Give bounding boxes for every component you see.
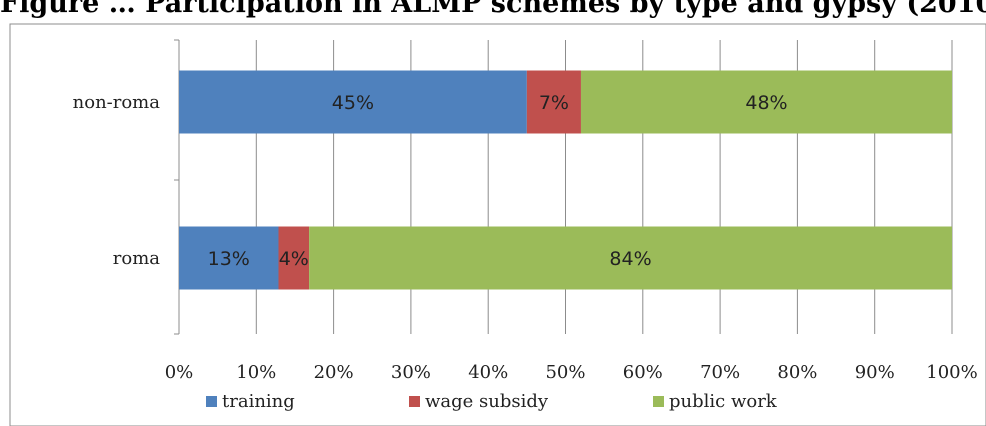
data-label: 45% xyxy=(332,92,374,114)
category-label: non-roma xyxy=(73,92,161,113)
category-label: roma xyxy=(113,248,161,269)
x-tick-label: 50% xyxy=(545,362,585,383)
legend-swatch xyxy=(653,396,664,407)
data-label: 84% xyxy=(609,248,651,270)
bar-segment xyxy=(580,70,952,134)
plot-frame xyxy=(9,23,986,426)
legend-label: wage subsidy xyxy=(425,391,549,412)
bar-segment xyxy=(309,226,953,290)
bar-segment xyxy=(179,226,279,290)
legend-label: training xyxy=(222,391,295,412)
x-tick-label: 0% xyxy=(165,362,194,383)
x-tick-label: 90% xyxy=(855,362,895,383)
x-tick-label: 60% xyxy=(623,362,663,383)
data-label: 13% xyxy=(208,248,250,270)
legend-label: public work xyxy=(669,391,778,412)
bars: 45% 7% 48% 13% 4% 84% xyxy=(179,70,953,290)
x-tick-label: 70% xyxy=(700,362,740,383)
legend-swatch xyxy=(409,396,420,407)
x-tick-label: 80% xyxy=(777,362,817,383)
data-label: 7% xyxy=(539,92,569,114)
chart-title: Figure … Participation in ALMP schemes b… xyxy=(0,0,986,19)
x-tick-label: 30% xyxy=(391,362,431,383)
bar-segment xyxy=(278,226,310,290)
axes xyxy=(174,39,180,335)
x-tick-labels: 0% 10% 20% 30% 40% 50% 60% 70% 80% 90% 100% xyxy=(165,362,978,383)
bar-segment xyxy=(179,70,527,134)
data-label: 48% xyxy=(745,92,787,114)
bar-segment xyxy=(526,70,581,134)
legend: training wage subsidy public work xyxy=(206,391,778,412)
data-label: 4% xyxy=(279,248,309,270)
x-tick-label: 20% xyxy=(314,362,354,383)
category-labels: non-roma roma xyxy=(73,92,161,269)
x-tick-label: 100% xyxy=(926,362,977,383)
x-tick-label: 40% xyxy=(468,362,508,383)
x-tick-label: 10% xyxy=(236,362,276,383)
legend-swatch xyxy=(206,396,217,407)
